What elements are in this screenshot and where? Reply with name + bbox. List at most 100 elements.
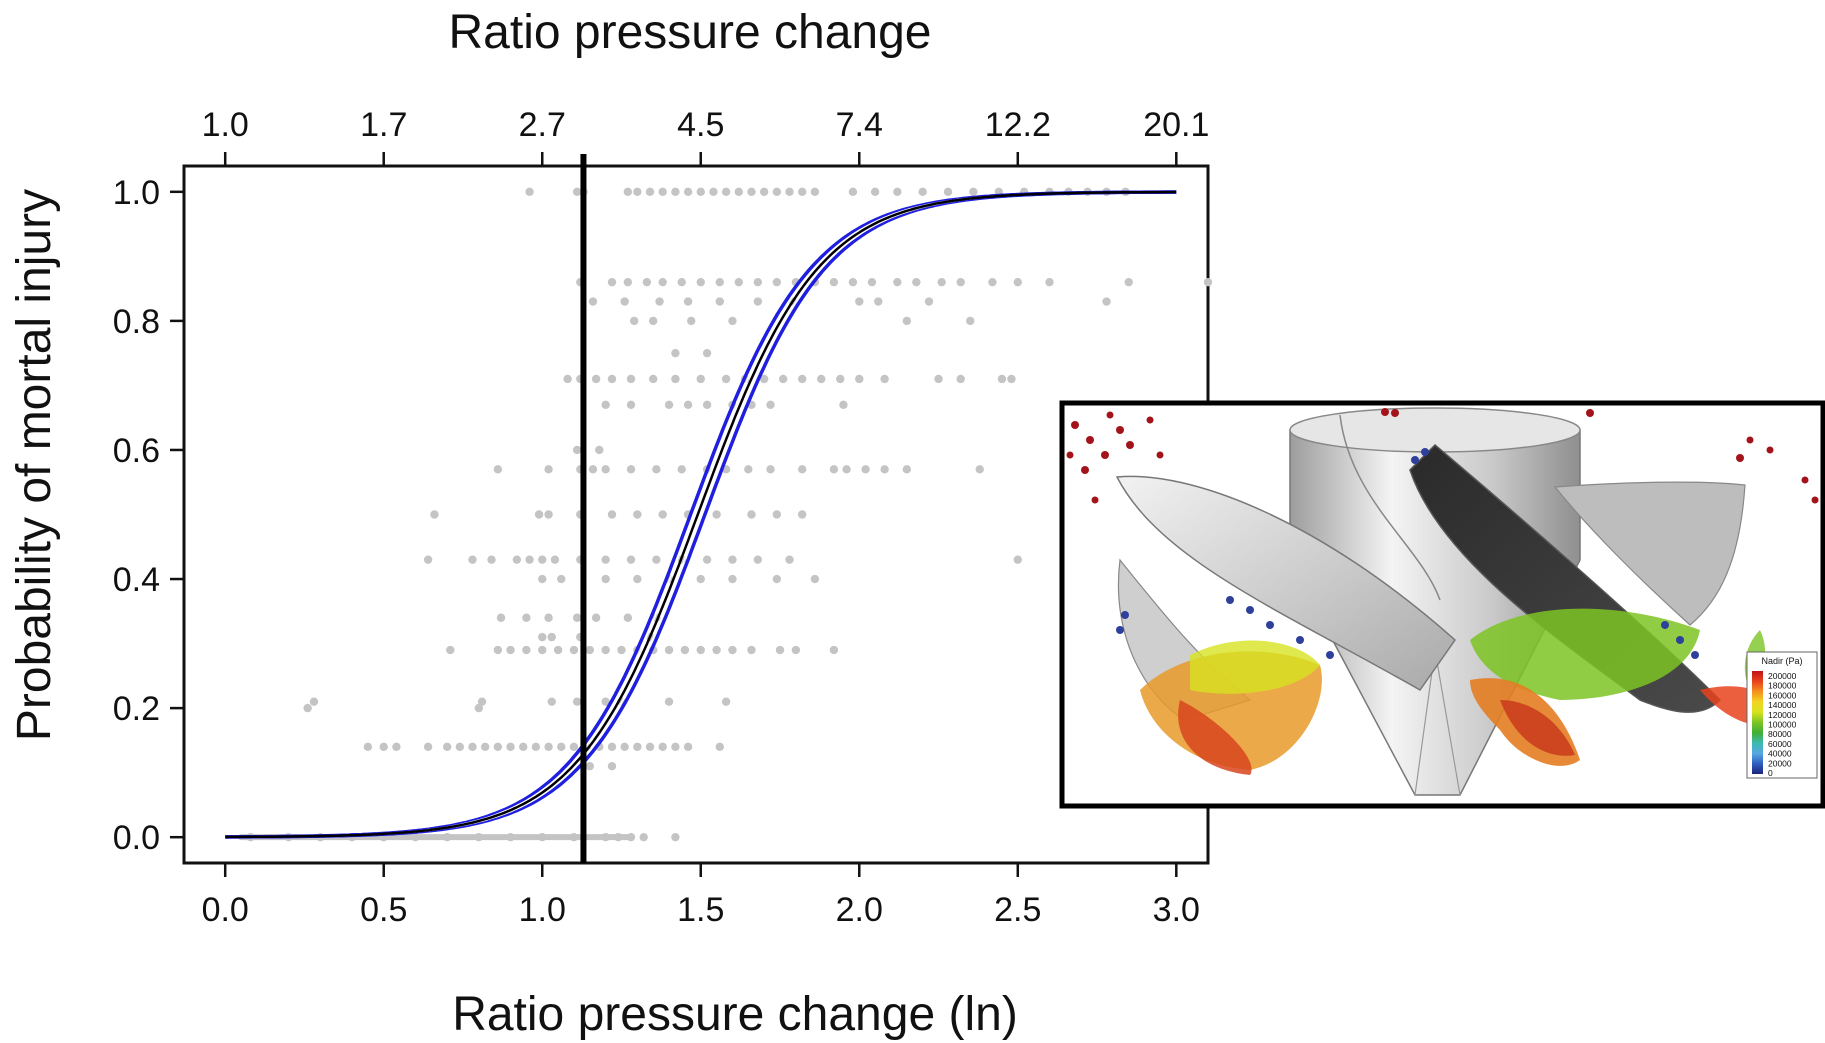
data-point [655, 297, 664, 306]
data-point [874, 297, 883, 306]
data-point [969, 187, 978, 197]
data-point [1045, 277, 1054, 287]
data-point [519, 742, 528, 752]
data-point [1102, 297, 1111, 306]
data-point [715, 742, 724, 752]
data-point [522, 645, 531, 655]
data-point [563, 374, 572, 384]
data-point [829, 645, 839, 655]
data-point [839, 400, 848, 409]
data-point [572, 613, 582, 622]
data-point [623, 277, 633, 287]
data-point [474, 703, 484, 713]
top-x-tick-label: 1.0 [202, 106, 249, 144]
data-point [572, 445, 582, 455]
data-point [639, 832, 648, 842]
data-point [607, 374, 617, 384]
data-point [303, 703, 312, 713]
data-point [550, 555, 560, 564]
data-point [591, 613, 601, 622]
axes: 0.0 0.5 1.0 1.5 2.0 2.5 3.0 1.0 1.7 2.7 4.5 7.4 12.2… [113, 106, 1210, 929]
data-point [522, 613, 531, 622]
y-tick-label: 0.4 [113, 561, 160, 599]
data-point [1203, 277, 1213, 287]
data-point [810, 574, 820, 584]
data-point [607, 277, 617, 287]
data-point [842, 465, 851, 474]
data-point [836, 374, 845, 384]
data-point [623, 187, 633, 197]
top-x-tick-label: 7.4 [836, 106, 883, 144]
data-point [785, 187, 794, 197]
data-point [1013, 277, 1022, 287]
data-point [658, 277, 667, 287]
data-point [664, 697, 674, 706]
data-point [728, 555, 737, 564]
y-axis-title: Probability of mortal injury [8, 189, 61, 741]
data-point [658, 742, 667, 752]
data-point [633, 742, 642, 752]
data-point [956, 374, 965, 384]
data-point [379, 742, 388, 752]
data-point [753, 277, 763, 287]
data-point [531, 742, 541, 752]
data-point [683, 187, 693, 197]
data-point [392, 742, 401, 752]
x-tick-label: 1.0 [519, 891, 566, 929]
data-point [506, 645, 515, 655]
data-point [595, 445, 604, 455]
data-point [525, 187, 534, 197]
data-point [477, 697, 487, 706]
data-point [893, 187, 902, 197]
data-point [747, 187, 756, 197]
data-point [645, 742, 655, 752]
data-point [902, 316, 912, 326]
y-tick-label: 1.0 [113, 174, 160, 212]
x-tick-label: 1.5 [677, 891, 724, 929]
data-point [798, 374, 807, 384]
top-x-tick-label: 1.7 [360, 106, 407, 144]
data-point [734, 277, 743, 287]
data-point [744, 465, 753, 474]
inset-legend-label: 20000 [1768, 758, 1792, 768]
data-point [633, 574, 642, 584]
data-point [671, 348, 680, 358]
data-point [753, 297, 763, 306]
data-point [664, 645, 674, 655]
data-point [607, 742, 617, 752]
data-point [538, 645, 547, 655]
inset-legend-title: Nadir (Pa) [1761, 656, 1802, 666]
data-point [496, 613, 506, 622]
data-point [715, 277, 724, 287]
data-point [585, 645, 594, 655]
data-point [547, 697, 556, 706]
data-point [671, 374, 680, 384]
data-point [649, 316, 658, 326]
data-point [829, 465, 839, 474]
top-x-tick-label: 2.7 [519, 106, 566, 144]
data-point [975, 465, 984, 474]
top-x-tick-label: 12.2 [985, 106, 1051, 144]
data-point [966, 316, 975, 326]
data-point [747, 645, 756, 655]
data-point [572, 697, 582, 706]
data-point [430, 510, 439, 519]
data-point [1124, 277, 1133, 287]
data-point [538, 574, 547, 584]
data-point [683, 400, 693, 409]
data-point [870, 187, 880, 197]
data-point [363, 742, 373, 752]
data-point [642, 277, 652, 287]
inset-illustration: Nadir (Pa) 20000018000016000014000012000… [1059, 400, 1825, 809]
data-point [810, 187, 820, 197]
data-point [572, 187, 582, 197]
data-point [791, 645, 801, 655]
data-point [696, 574, 705, 584]
data-point [671, 832, 680, 842]
data-point [620, 297, 629, 306]
data-point [772, 510, 782, 519]
data-point [918, 187, 927, 197]
data-point [902, 465, 912, 474]
inset-legend-label: 180000 [1768, 681, 1797, 691]
data-point [696, 645, 705, 655]
